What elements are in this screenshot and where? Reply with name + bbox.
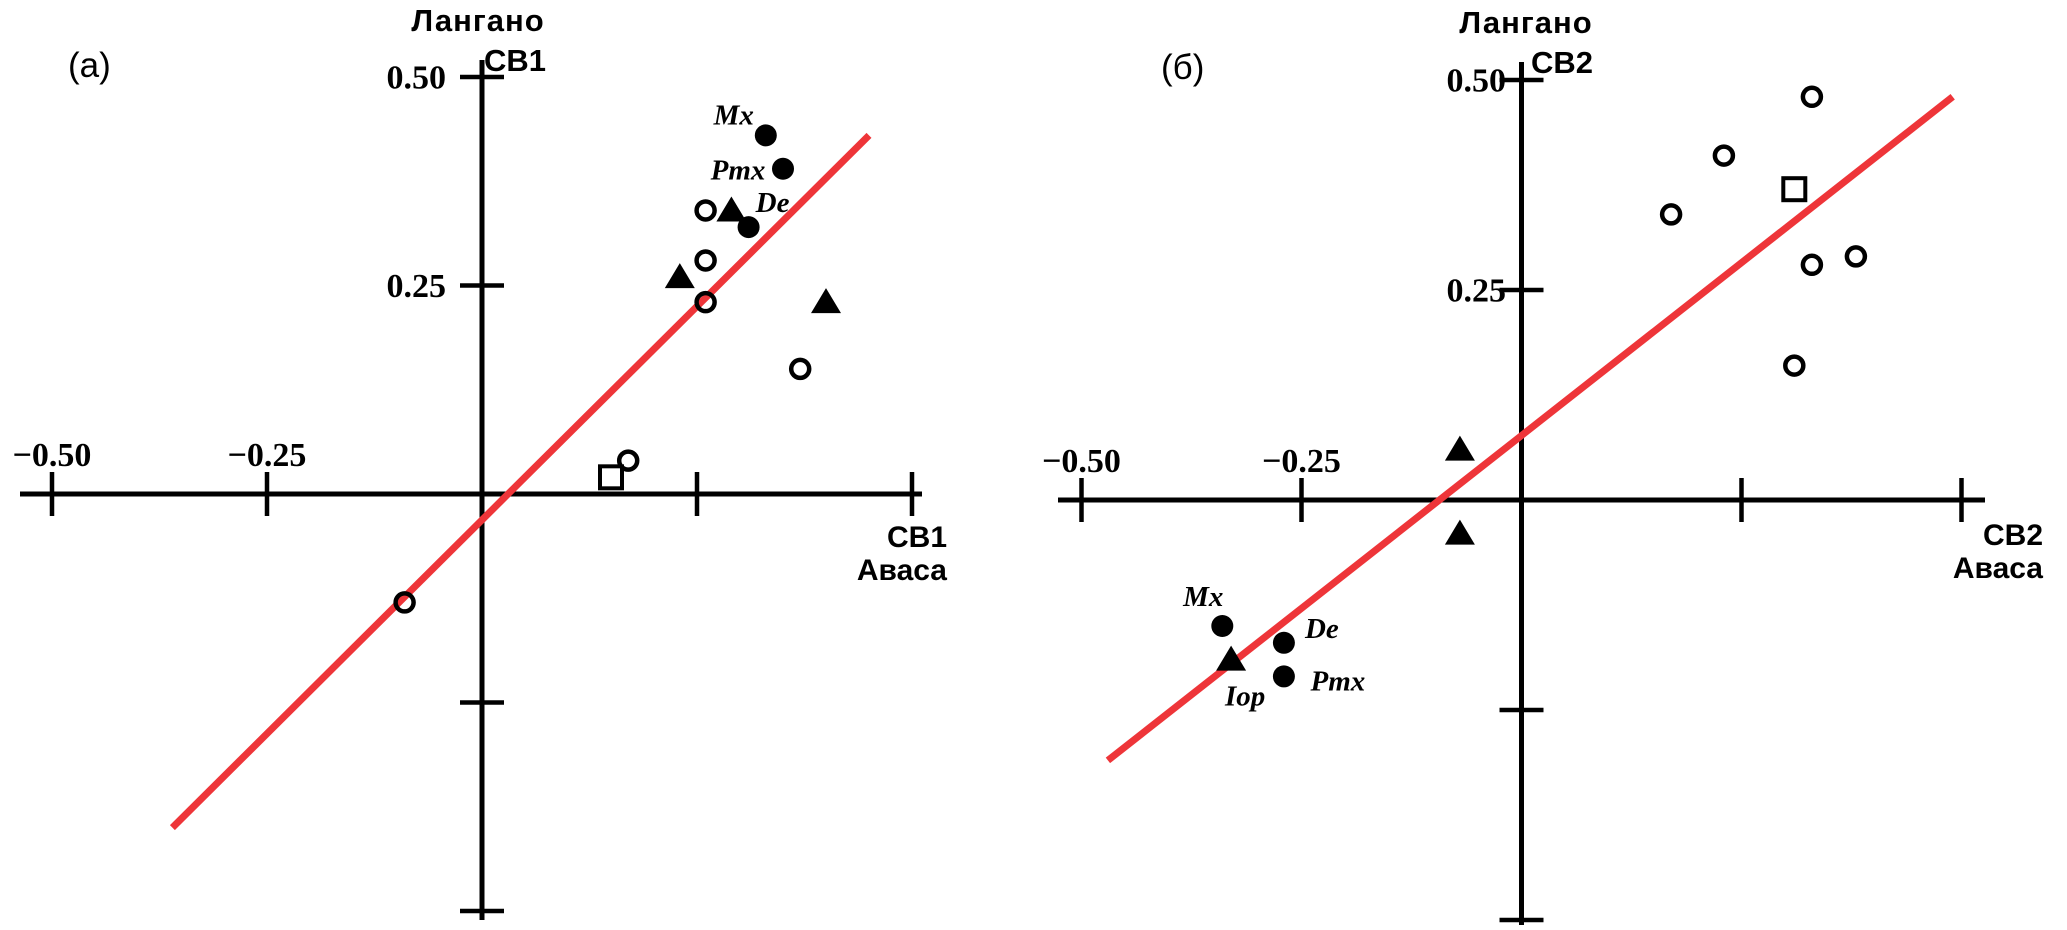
panel-a-y-axis-lake-title: Лангано [411,3,545,38]
panel-b-x-axis-lake: Аваса [1952,552,2043,585]
x-tick-label: −0.25 [1262,443,1341,480]
filled-triangle-marker [1444,435,1475,461]
filled-triangle-marker [664,263,695,289]
y-tick-label: 0.50 [387,60,447,97]
point-label: Pmx [710,155,766,187]
filled-circle-marker [1272,631,1295,654]
y-tick-label: 0.25 [387,268,447,305]
filled-circle-marker [772,157,794,180]
regression-line [1105,94,1955,764]
open-circle-marker [694,249,717,272]
point-label: De [755,187,790,219]
panel-a-x-axis-component: СВ1 [886,521,947,554]
filled-triangle-marker [716,196,747,222]
open-circle-marker [1800,85,1824,109]
open-circle-marker [393,591,416,614]
x-tick-label: −0.50 [13,437,92,474]
panel-b-y-axis-component-title: СВ2 [1531,45,1594,80]
open-circle-marker [1659,203,1683,226]
panel-a-y-axis-component-title: СВ1 [484,43,547,78]
point-label: Pmx [1310,665,1366,697]
open-circle-marker [694,199,717,222]
filled-circle-marker [1211,615,1234,637]
filled-circle-marker [754,124,777,147]
x-tick-label: −0.25 [228,437,307,474]
open-circle-marker [1800,253,1824,277]
y-tick-label: 0.25 [1447,273,1507,310]
open-circle-marker [788,357,812,381]
x-tick-label: −0.50 [1042,443,1121,480]
panel-a-x-axis-lake: Аваса [856,554,947,587]
panel-b-label: (б) [1161,48,1205,87]
point-label: De [1304,613,1339,645]
panel-b-x-axis-title: СВ2 Аваса [1893,519,2043,585]
filled-triangle-marker [1444,519,1475,545]
panel-a-x-axis-title: СВ1 Аваса [797,521,947,587]
panel-a-label: (а) [68,46,111,85]
open-circle-marker [1783,354,1806,377]
filled-triangle-marker [1216,645,1247,671]
open-circle-marker [616,449,640,472]
open-circle-marker [694,290,717,314]
open-square-marker [1781,176,1808,203]
filled-triangle-marker [811,288,841,314]
y-tick-label: 0.50 [1447,63,1507,100]
open-square-marker [598,464,624,491]
panel-b-x-axis-component: СВ2 [1982,519,2043,552]
panel-b-y-axis-lake-title: Лангано [1459,5,1593,40]
open-circle-marker [1712,144,1736,167]
filled-circle-marker [1272,665,1295,688]
point-label: Mx [1182,581,1223,613]
regression-line [169,132,872,831]
open-circle-marker [1844,245,1868,268]
point-label: Iop [1224,681,1265,713]
point-label: Mx [713,99,754,131]
filled-circle-marker [737,216,760,239]
